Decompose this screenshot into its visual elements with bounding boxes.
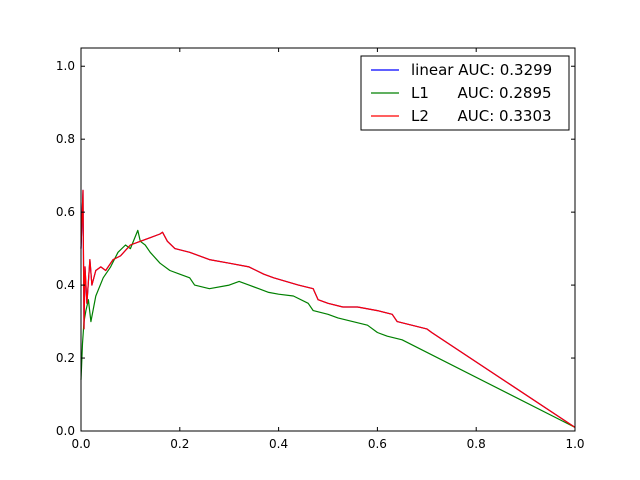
- plot-area: [80, 189, 576, 428]
- axis-ticks: 0.0 0.2 0.4 0.6 0.8 1.0 0.0 0.2 0.4 0.6 0.8 1.0: [56, 48, 585, 451]
- legend-label-l1: L1 AUC: 0.2895: [411, 84, 552, 102]
- series-line-l2: [80, 189, 576, 428]
- legend-label-linear: linear AUC: 0.3299: [411, 61, 552, 79]
- plot-frame: [80, 47, 576, 432]
- legend: linear AUC: 0.3299 L1 AUC: 0.2895 L2 AUC: …: [360, 55, 570, 131]
- y-tick-label: 0.8: [56, 132, 75, 146]
- x-tick-label: 0.2: [170, 437, 189, 451]
- y-tick-label: 0.2: [56, 351, 75, 365]
- y-tick-label: 0.4: [56, 278, 75, 292]
- series-line-l1: [80, 229, 576, 428]
- x-tick-label: 0.4: [269, 437, 288, 451]
- y-tick-label: 0.6: [56, 205, 75, 219]
- x-tick-label: 0.8: [467, 437, 486, 451]
- x-tick-label: 0.0: [71, 437, 90, 451]
- legend-label-l2: L2 AUC: 0.3303: [411, 107, 552, 125]
- y-tick-label: 1.0: [56, 59, 75, 73]
- x-tick-label: 0.6: [368, 437, 387, 451]
- x-tick-label: 1.0: [565, 437, 584, 451]
- y-tick-label: 0.0: [56, 424, 75, 438]
